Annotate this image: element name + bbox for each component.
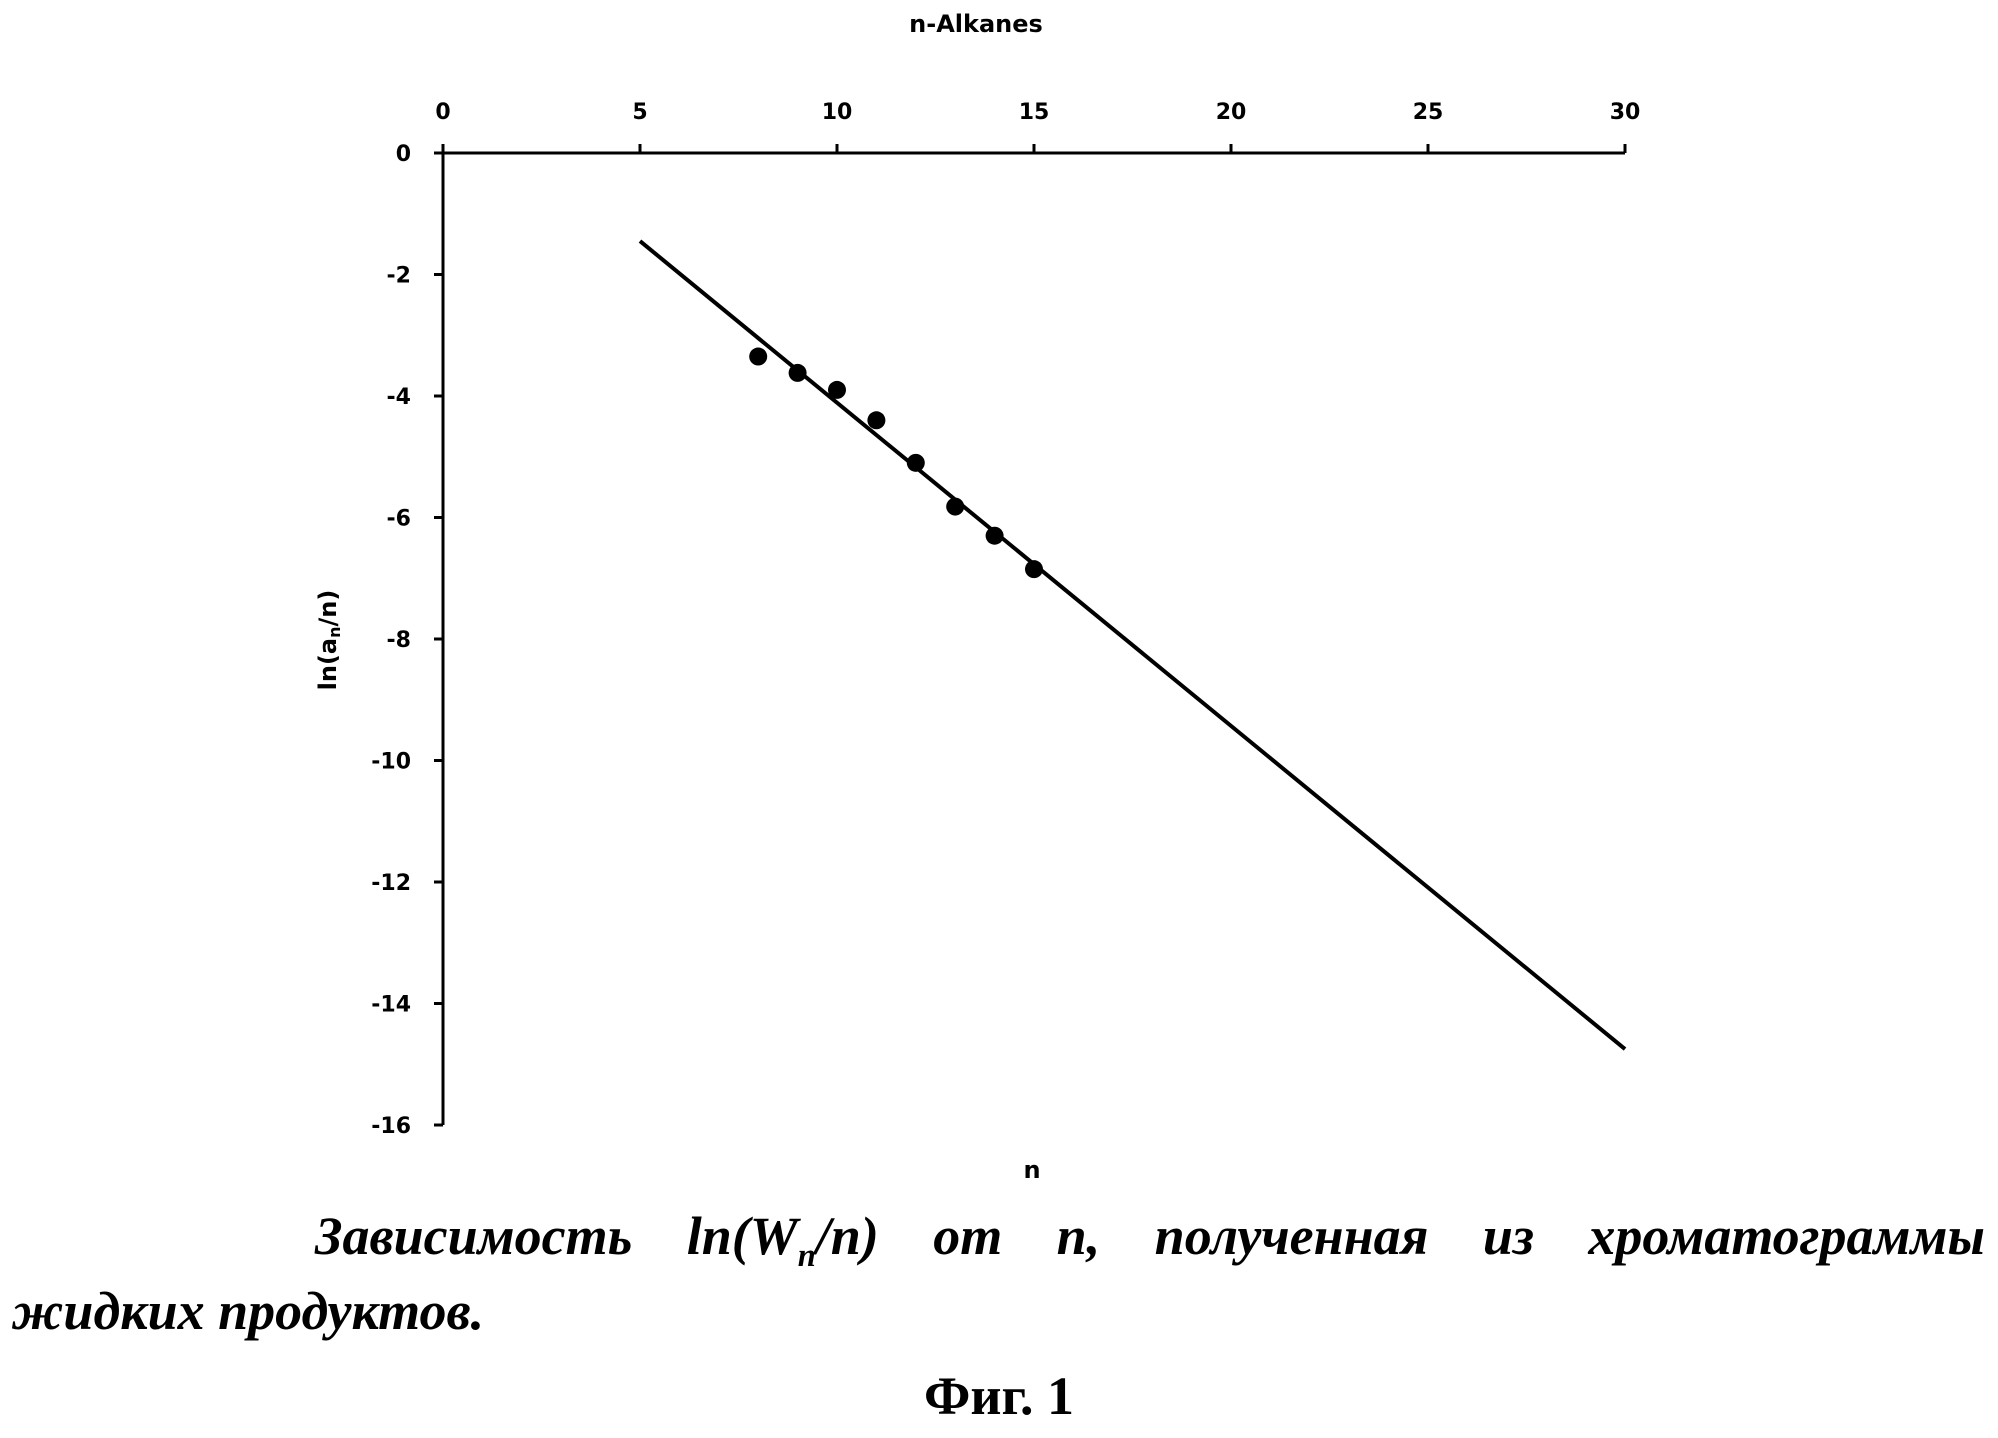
x-tick-label: 25	[1413, 100, 1444, 125]
y-tick-label: -16	[371, 1114, 411, 1139]
x-tick-label: 15	[1019, 100, 1050, 125]
y-tick-label: 0	[396, 142, 411, 167]
y-tick-label: -8	[387, 628, 411, 653]
x-tick-label: 20	[1216, 100, 1247, 125]
plot-marks	[638, 239, 1627, 1051]
data-point	[788, 363, 807, 382]
data-point	[828, 380, 846, 399]
x-axis-ticks: 0 5 10 15 20 25 30	[435, 100, 1640, 153]
y-tick-label: -2	[387, 264, 411, 289]
figure-label: Фиг. 1	[924, 1366, 1074, 1426]
chart: n-Alkanes 0 5 10 15 20 25 30 0 -2 -4 -6 -8 -10 -12 -1…	[314, 10, 1640, 1184]
y-tick-label: -10	[371, 750, 411, 775]
chart-title: n-Alkanes	[909, 10, 1043, 38]
x-tick-label: 5	[632, 100, 647, 125]
y-tick-label: -14	[371, 993, 411, 1018]
y-axis-label: ln(an/n)	[314, 590, 344, 691]
y-tick-label: -4	[387, 385, 411, 410]
data-point	[749, 347, 768, 366]
x-tick-label: 10	[822, 100, 853, 125]
y-axis-ticks: 0 -2 -4 -6 -8 -10 -12 -14 -16	[371, 142, 443, 1139]
data-point	[906, 453, 925, 472]
data-point	[867, 411, 886, 430]
y-tick-label: -6	[387, 507, 411, 532]
trend-line	[638, 239, 1627, 1051]
x-tick-label: 30	[1610, 100, 1641, 125]
data-point	[1025, 560, 1043, 579]
y-tick-label: -12	[371, 871, 411, 896]
axes	[441, 151, 1625, 1125]
data-point	[946, 497, 965, 516]
caption-line-1: Зависимость ln(Wn/n) от n, полученная из…	[315, 1206, 1986, 1274]
x-axis-label: n	[1023, 1156, 1040, 1184]
caption-line-2: жидких продуктов.	[12, 1281, 485, 1341]
data-point	[985, 526, 1004, 545]
x-tick-label: 0	[435, 100, 450, 125]
